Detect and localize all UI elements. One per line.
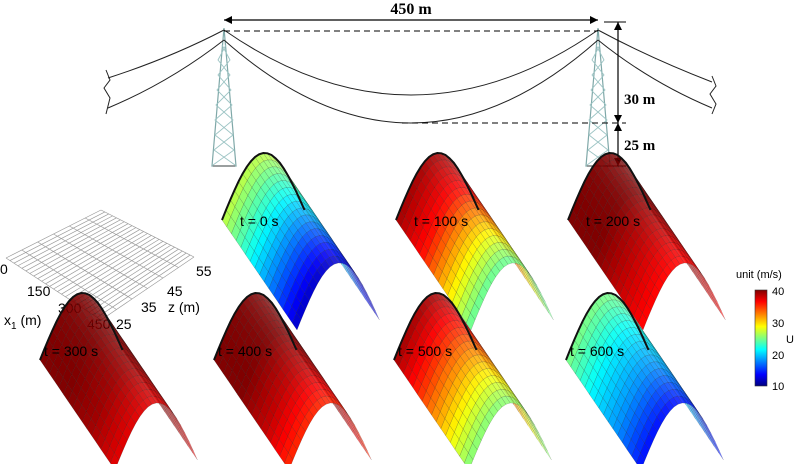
surface-edge <box>213 291 298 361</box>
tower-height-label: 25 m <box>624 138 656 154</box>
z-tick-55: 55 <box>196 263 212 279</box>
surface-cell <box>542 443 552 461</box>
surface-edge <box>221 151 306 221</box>
right-outer-conductor-lower <box>597 39 713 109</box>
surface-cell <box>539 296 549 314</box>
surface-panel: t = 400 s <box>213 291 372 464</box>
colorbar-title: unit (m/s) <box>736 269 782 281</box>
surface-edge <box>393 291 478 361</box>
colorbar-tick-30: 30 <box>772 318 784 330</box>
sag-label: 30 m <box>624 92 656 108</box>
surface-panel: t = 300 s <box>39 291 198 464</box>
surface-panel: t = 100 s <box>395 151 554 331</box>
colorbar-side-label: U <box>786 334 794 346</box>
colorbar-tick-20: 20 <box>772 350 784 362</box>
x-tick-0: 0 <box>0 261 8 277</box>
time-label: t = 500 s <box>398 343 452 359</box>
surface-cell <box>357 436 367 454</box>
left-tower <box>211 27 237 167</box>
surface-cell <box>711 296 721 314</box>
surface-cell <box>544 303 554 321</box>
surface-cell <box>183 436 193 454</box>
right-outer-conductor-upper <box>597 29 713 83</box>
surface-edge <box>395 151 480 221</box>
upper-conductor <box>223 29 599 96</box>
surface-edge <box>567 151 652 221</box>
surface-cell <box>370 303 380 321</box>
surface-panel: t = 200 s <box>567 151 726 331</box>
surface-edge <box>565 291 650 361</box>
surface-cell <box>709 436 719 454</box>
surface-edge <box>39 291 124 361</box>
surface-cell <box>362 443 372 461</box>
time-label: t = 0 s <box>240 213 279 229</box>
lower-conductor <box>223 39 599 124</box>
mesh-lines <box>5 209 195 321</box>
time-label: t = 600 s <box>570 343 624 359</box>
left-break-mark <box>103 69 111 115</box>
x-axis-label: x1 (m) <box>4 312 41 332</box>
colorbar: unit (m/s) 40 30 20 10 U <box>736 269 794 393</box>
surface-cell <box>537 436 547 454</box>
colorbar-tick-40: 40 <box>772 286 784 298</box>
z-axis-label: z (m) <box>168 299 200 315</box>
time-label: t = 100 s <box>414 213 468 229</box>
transmission-line-diagram: 450 m 30 m 25 m <box>103 1 717 167</box>
surface-panels: t = 0 s t = 100 s t = 200 s t = 300 s t = 40… <box>39 151 726 464</box>
time-label: t = 200 s <box>586 213 640 229</box>
z-tick-25: 25 <box>116 316 132 332</box>
colorbar-tick-10: 10 <box>772 381 784 393</box>
left-outer-conductor-upper <box>107 29 225 79</box>
surface-panel: t = 500 s <box>393 291 552 464</box>
z-tick-35: 35 <box>141 299 157 315</box>
surface-cell <box>714 443 724 461</box>
surface-cell <box>188 443 198 461</box>
left-outer-conductor-lower <box>107 39 225 109</box>
time-label: t = 400 s <box>218 343 272 359</box>
right-tower <box>585 27 611 167</box>
x-tick-150: 150 <box>27 283 51 299</box>
right-break-mark <box>709 75 717 115</box>
span-label: 450 m <box>390 1 432 18</box>
surface-cell <box>365 296 375 314</box>
z-tick-45: 45 <box>167 283 183 299</box>
colorbar-gradient <box>754 289 768 387</box>
surface-panel: t = 0 s <box>221 151 380 331</box>
surface-panel: t = 600 s <box>565 291 724 464</box>
surface-cell <box>716 303 726 321</box>
time-label: t = 300 s <box>44 343 98 359</box>
